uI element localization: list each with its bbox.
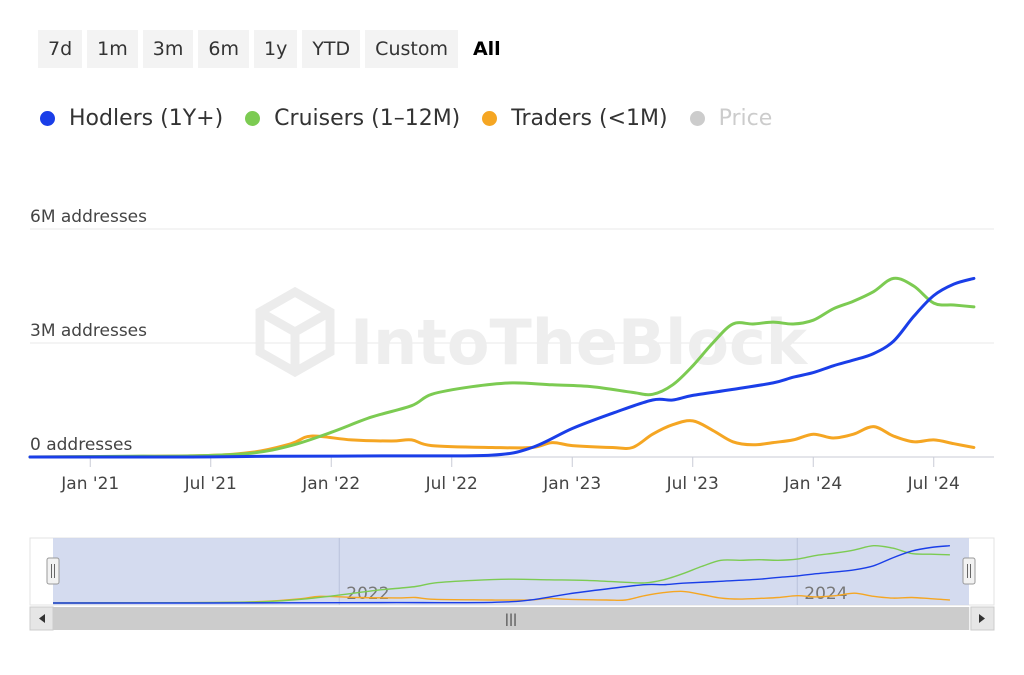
range-button-custom[interactable]: Custom xyxy=(365,30,458,68)
navigator-line-cruisers-1-12m xyxy=(52,544,950,604)
range-button-all[interactable]: All xyxy=(463,30,511,68)
watermark: IntoTheBlock xyxy=(255,286,809,379)
legend-dot-icon xyxy=(689,111,705,126)
x-tick-label: Jul '24 xyxy=(907,474,960,494)
watermark-logo-icon xyxy=(255,286,335,378)
navigator-selection[interactable] xyxy=(53,538,969,605)
scrollbar-thumb[interactable] xyxy=(53,607,969,630)
legend-label: Hodlers (1Y+) xyxy=(69,106,224,131)
legend-item-hodlers-1y[interactable]: Hodlers (1Y+) xyxy=(40,106,223,131)
range-button-3m[interactable]: 3m xyxy=(142,30,194,68)
x-tick-label: Jul '21 xyxy=(184,474,237,494)
scroll-left-arrow-icon[interactable] xyxy=(29,606,54,631)
legend-label: Cruisers (1–12M) xyxy=(274,106,461,131)
scrollbar-grip-icon: ||| xyxy=(505,612,517,626)
legend-label: Traders (<1M) xyxy=(511,106,668,131)
chart-legend: Hodlers (1Y+) Cruisers (1–12M) Traders (<1… xyxy=(40,106,772,131)
range-button-1y[interactable]: 1y xyxy=(253,30,298,68)
x-tick-label: Jul '22 xyxy=(425,474,478,494)
legend-item-traders-1m[interactable]: Traders (<1M) xyxy=(482,106,668,131)
range-button-7d[interactable]: 7d xyxy=(38,30,83,68)
series-line-hodlers-1y xyxy=(28,276,976,459)
y-tick-label: 0 addresses xyxy=(30,435,132,455)
x-tick-label: Jan '21 xyxy=(60,474,119,494)
navigator-line-hodlers-1y xyxy=(53,545,950,604)
range-selector: 7d 1m 3m 6m 1y YTD Custom All xyxy=(38,30,511,68)
legend-dot-icon xyxy=(482,111,498,126)
navigator-right-handle[interactable] xyxy=(962,557,976,585)
x-tick-label: Jan '23 xyxy=(542,474,601,494)
legend-label: Price xyxy=(718,106,773,131)
range-button-ytd[interactable]: YTD xyxy=(302,30,361,68)
navigator-line-traders-1m xyxy=(52,590,950,604)
y-tick-label: 3M addresses xyxy=(30,321,147,341)
legend-item-price[interactable]: Price xyxy=(689,106,773,131)
series-line-cruisers-1-12m xyxy=(28,276,976,459)
navigator-year-label: 2024 xyxy=(804,584,847,604)
scroll-right-arrow-icon[interactable] xyxy=(970,606,995,631)
legend-item-cruisers-1-12m[interactable]: Cruisers (1–12M) xyxy=(245,106,460,131)
x-tick-label: Jan '24 xyxy=(783,474,842,494)
navigator-year-label: 2022 xyxy=(346,584,389,604)
y-tick-label: 6M addresses xyxy=(30,207,147,227)
range-button-1m[interactable]: 1m xyxy=(87,30,138,68)
range-button-6m[interactable]: 6m xyxy=(198,30,249,68)
x-tick-label: Jul '23 xyxy=(666,474,719,494)
watermark-text: IntoTheBlock xyxy=(350,306,809,379)
x-tick-label: Jan '22 xyxy=(301,474,360,494)
legend-dot-icon xyxy=(245,111,261,126)
navigator-left-handle[interactable] xyxy=(46,557,60,585)
series-line-traders-1m xyxy=(28,419,976,459)
legend-dot-icon xyxy=(40,111,55,126)
